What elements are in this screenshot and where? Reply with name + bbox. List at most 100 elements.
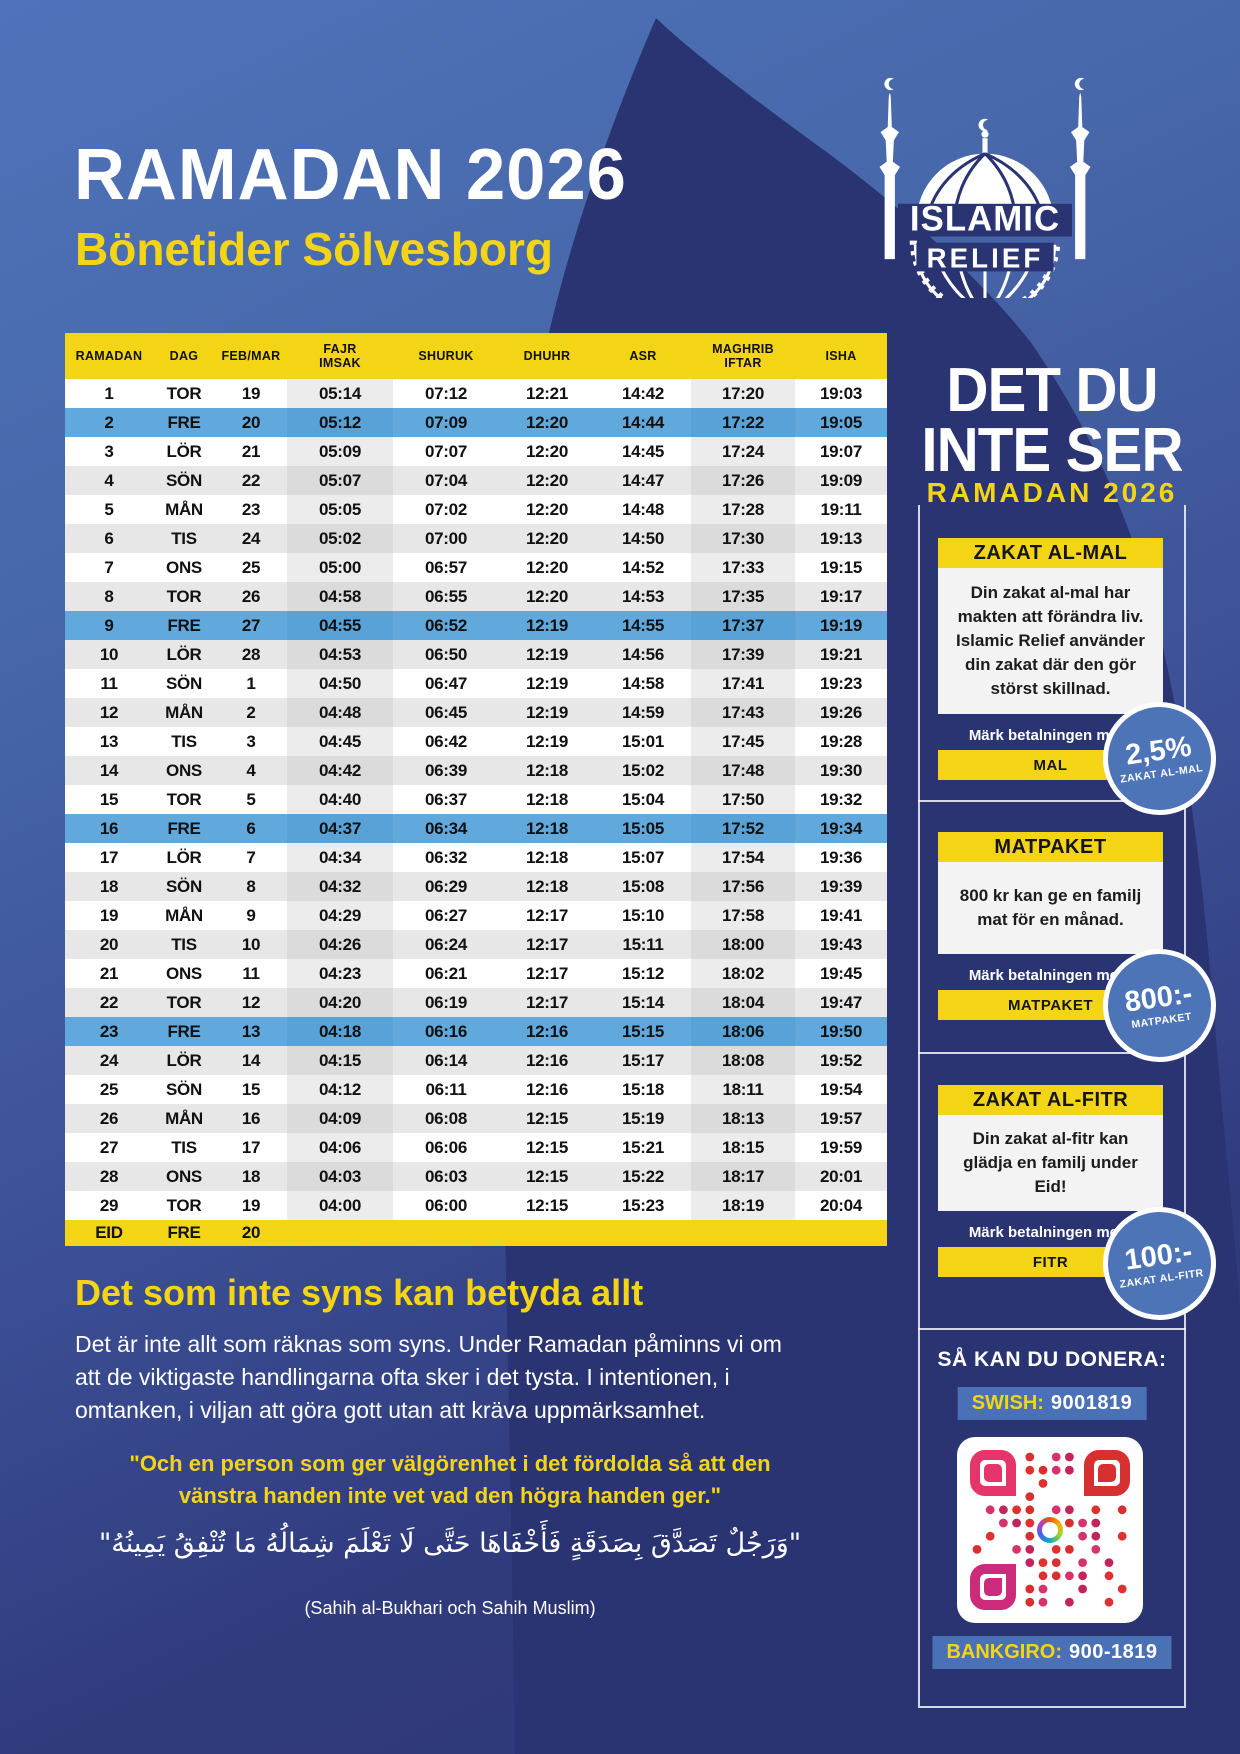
time-cell: 10 <box>65 640 153 669</box>
time-cell: 12:16 <box>499 1017 595 1046</box>
time-cell <box>691 1220 795 1246</box>
time-cell <box>499 1220 595 1246</box>
time-cell: LÖR <box>153 640 215 669</box>
qr-dot-pattern <box>972 1452 1127 1607</box>
time-cell: 18:00 <box>691 930 795 959</box>
time-cell: 12:18 <box>499 843 595 872</box>
time-cell: 12:20 <box>499 582 595 611</box>
time-cell: 17:30 <box>691 524 795 553</box>
time-cell: 12:19 <box>499 611 595 640</box>
time-cell: 12:19 <box>499 698 595 727</box>
time-cell: 17:24 <box>691 437 795 466</box>
time-cell: 19:41 <box>795 901 887 930</box>
time-cell: 12 <box>215 988 287 1017</box>
time-cell: 15 <box>65 785 153 814</box>
table-row: 7 ONS 25 05:00 06:57 12:20 14:52 17:33 19:15 <box>65 553 887 582</box>
time-cell: 19:28 <box>795 727 887 756</box>
table-row: 20 TIS 10 04:26 06:24 12:17 15:11 18:00 19:43 <box>65 930 887 959</box>
time-cell: 15:05 <box>595 814 691 843</box>
time-cell: 19:17 <box>795 582 887 611</box>
time-cell: 4 <box>215 756 287 785</box>
time-cell: SÖN <box>153 1075 215 1104</box>
time-cell: 19:26 <box>795 698 887 727</box>
time-cell: 06:16 <box>393 1017 499 1046</box>
swish-number: 9001819 <box>1050 1392 1133 1414</box>
time-cell: 04:09 <box>287 1104 393 1133</box>
section-title: ZAKAT AL-MAL <box>938 538 1163 568</box>
time-cell: 7 <box>215 843 287 872</box>
time-cell: 07:12 <box>393 379 499 408</box>
time-cell: 19:05 <box>795 408 887 437</box>
time-cell: 11 <box>65 669 153 698</box>
time-cell: 12:17 <box>499 901 595 930</box>
time-cell: 29 <box>65 1191 153 1220</box>
time-cell: 19:23 <box>795 669 887 698</box>
time-cell: 14:47 <box>595 466 691 495</box>
time-cell: 04:50 <box>287 669 393 698</box>
time-cell: 17:54 <box>691 843 795 872</box>
time-cell: 19:21 <box>795 640 887 669</box>
swish-bar: SWISH: 9001819 <box>957 1387 1147 1420</box>
time-cell: 9 <box>65 611 153 640</box>
time-cell: 3 <box>65 437 153 466</box>
table-row: 28 ONS 18 04:03 06:03 12:15 15:22 18:17 20:01 <box>65 1162 887 1191</box>
donation-section: ZAKAT AL-FITR Din zakat al-fitr kan glädj… <box>938 1085 1163 1277</box>
time-cell: 15:04 <box>595 785 691 814</box>
time-cell: 06:47 <box>393 669 499 698</box>
payment-reference-label: Märk betalningen med: <box>968 967 1133 984</box>
time-cell: 06:11 <box>393 1075 499 1104</box>
time-cell: 06:50 <box>393 640 499 669</box>
time-cell: 12:17 <box>499 930 595 959</box>
footer-quote: "Och en person som ger välgörenhet i det… <box>129 1451 771 1508</box>
time-cell: 2 <box>215 698 287 727</box>
time-cell: FRE <box>153 1220 215 1246</box>
time-cell: 17:33 <box>691 553 795 582</box>
time-cell: 12:17 <box>499 959 595 988</box>
time-cell: 05:05 <box>287 495 393 524</box>
column-header: FEB/MAR <box>215 333 287 379</box>
time-cell: 15:12 <box>595 959 691 988</box>
time-cell: 6 <box>215 814 287 843</box>
time-cell: 19:43 <box>795 930 887 959</box>
time-cell: 20 <box>215 408 287 437</box>
time-cell: TIS <box>153 1133 215 1162</box>
time-cell: 19 <box>215 379 287 408</box>
time-cell: 05:02 <box>287 524 393 553</box>
time-cell: 19:07 <box>795 437 887 466</box>
time-cell: 19:03 <box>795 379 887 408</box>
time-cell: 12:15 <box>499 1104 595 1133</box>
logo-text-line1: ISLAMIC <box>910 199 1060 238</box>
time-cell: 06:32 <box>393 843 499 872</box>
time-cell: 12:15 <box>499 1162 595 1191</box>
swish-logo-icon <box>1037 1517 1063 1543</box>
time-cell: 19:34 <box>795 814 887 843</box>
time-cell: 18:02 <box>691 959 795 988</box>
section-body: Din zakat al-fitr kan glädja en familj u… <box>938 1115 1163 1211</box>
time-cell: 14:50 <box>595 524 691 553</box>
time-cell: 13 <box>215 1017 287 1046</box>
time-cell <box>595 1220 691 1246</box>
time-cell: 19:50 <box>795 1017 887 1046</box>
table-row: 12 MÅN 2 04:48 06:45 12:19 14:59 17:43 19:26 <box>65 698 887 727</box>
time-cell: 28 <box>215 640 287 669</box>
time-cell: 6 <box>65 524 153 553</box>
time-cell: 14:56 <box>595 640 691 669</box>
time-cell: 06:52 <box>393 611 499 640</box>
time-cell: 19:19 <box>795 611 887 640</box>
table-row: 9 FRE 27 04:55 06:52 12:19 14:55 17:37 19:19 <box>65 611 887 640</box>
time-cell: 12:16 <box>499 1046 595 1075</box>
time-cell: 12:18 <box>499 756 595 785</box>
time-cell: 11 <box>215 959 287 988</box>
time-cell: 05:00 <box>287 553 393 582</box>
time-cell: 17 <box>215 1133 287 1162</box>
table-header-row: RAMADAN DAG FEB/MAR FAJR IMSAK SHURUK DHUHR ASR… <box>65 333 887 379</box>
time-cell: 12:19 <box>499 640 595 669</box>
time-cell: 12:20 <box>499 524 595 553</box>
time-cell: 23 <box>215 495 287 524</box>
time-cell: 2 <box>65 408 153 437</box>
time-cell: 06:21 <box>393 959 499 988</box>
time-cell: 05:07 <box>287 466 393 495</box>
islamic-relief-logo: ISLAMIC RELIEF <box>856 42 1114 316</box>
campaign-title-line2: INTE SER <box>921 416 1183 485</box>
time-cell: 20:04 <box>795 1191 887 1220</box>
